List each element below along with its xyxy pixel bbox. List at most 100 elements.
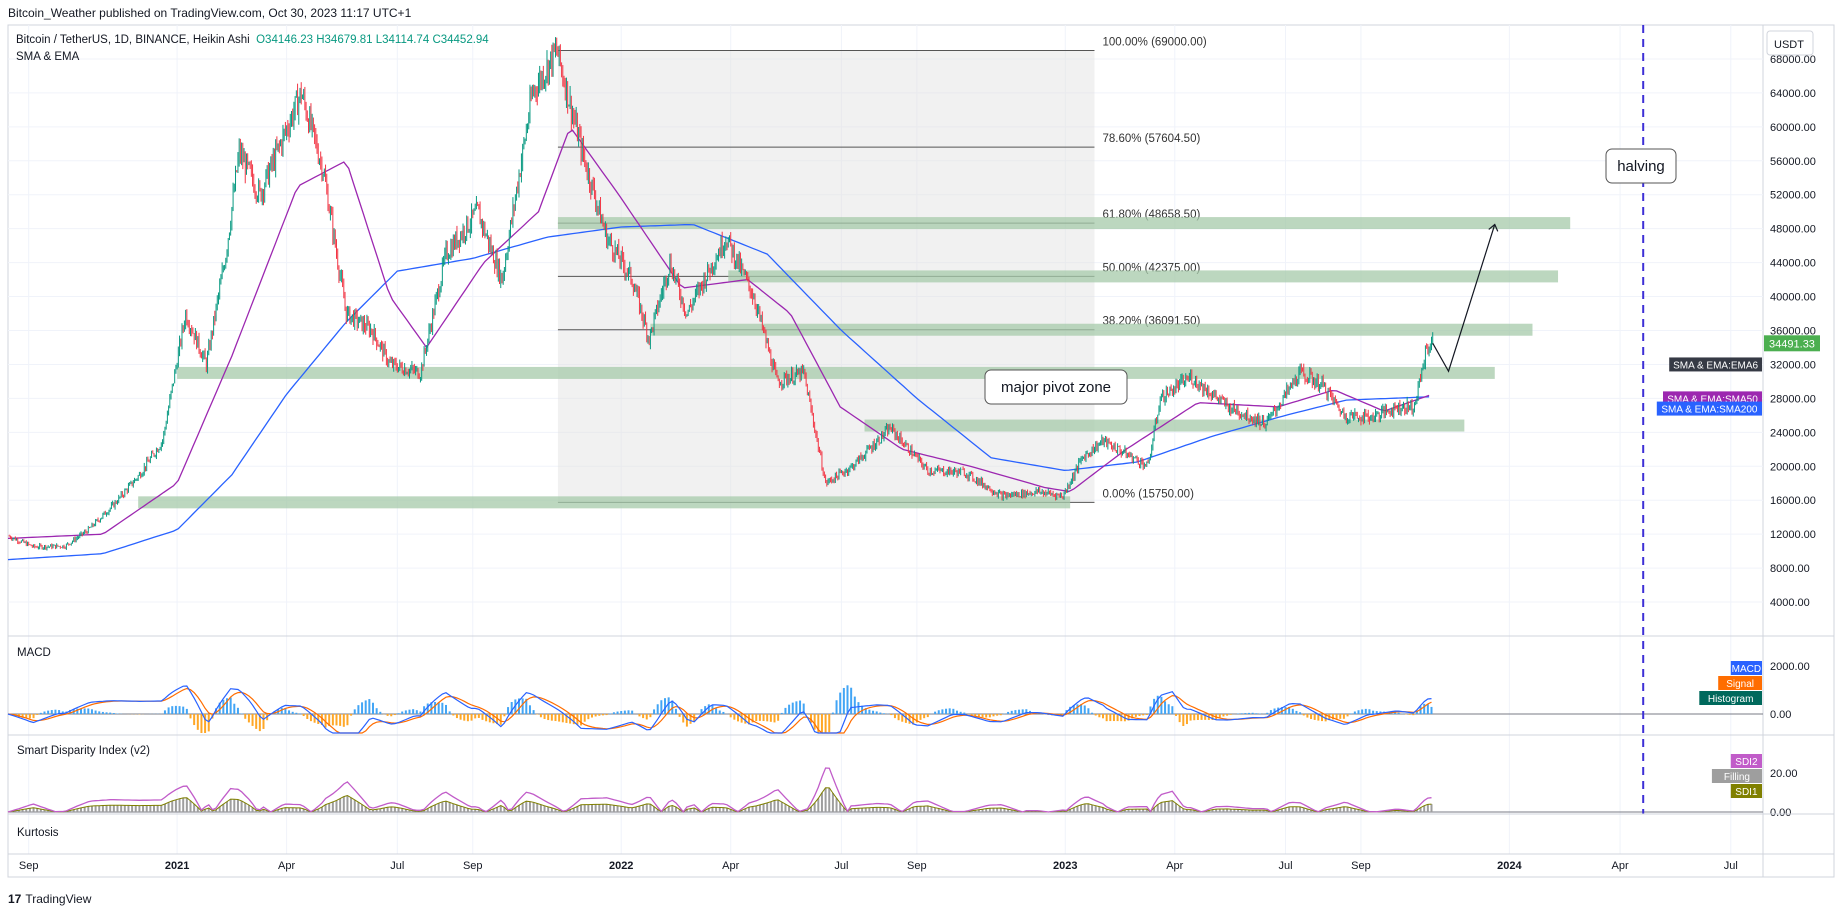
support-resistance-zones <box>138 217 1571 509</box>
time-tick: Apr <box>722 860 739 872</box>
panel-labels: Kurtosis <box>8 635 1834 855</box>
publisher-line: Bitcoin_Weather published on TradingView… <box>8 6 412 20</box>
sma200-line-group <box>7 223 1430 561</box>
close-value: C34452.94 <box>432 34 489 46</box>
footer-brand[interactable]: 17 TradingView <box>8 892 91 906</box>
sma200-line[interactable] <box>7 223 1430 561</box>
sr-zone[interactable] <box>864 419 1465 432</box>
high-value: H34679.81 <box>316 34 373 46</box>
sdi-legend-tag[interactable] <box>1711 769 1762 783</box>
price-tick: 12000.00 <box>1770 529 1816 541</box>
fib-level-label: 100.00% (69000.00) <box>1102 36 1206 48</box>
projection-arrow <box>1432 223 1499 373</box>
macd-title: MACD <box>17 647 51 659</box>
price-axis: USDT 68000.00 64000.00 60000.00 56000.00 5200… <box>1656 30 1820 609</box>
macd-legend-tag[interactable] <box>1730 661 1762 675</box>
footer-brand-text: TradingView <box>25 892 92 906</box>
sdi-legend-tag[interactable] <box>1730 754 1762 768</box>
macd-legend-tag[interactable] <box>1699 691 1762 705</box>
time-tick: Sep <box>907 860 927 872</box>
sr-zone[interactable] <box>728 270 1559 283</box>
macd-panel: MACD 2000.00 0.00 MACD Signal Histogram <box>7 647 1810 734</box>
sdi-legend-tag[interactable] <box>1730 784 1762 798</box>
price-tick: 36000.00 <box>1770 326 1816 338</box>
series-tag[interactable] <box>1669 357 1762 372</box>
pivot-zone-label-box[interactable] <box>984 369 1128 405</box>
sdi-tick: 20.00 <box>1770 768 1798 780</box>
price-tick: 48000.00 <box>1770 224 1816 236</box>
macd-tick: 0.00 <box>1770 709 1791 721</box>
time-tick: Apr <box>1612 860 1629 872</box>
price-tick: 60000.00 <box>1770 122 1816 134</box>
sr-zone[interactable] <box>177 366 1495 379</box>
indicator-legend[interactable]: SMA & EMA <box>16 51 80 63</box>
time-tick: Jul <box>390 860 404 872</box>
macd-legend-text: Histogram <box>1708 694 1754 705</box>
sr-zone[interactable] <box>650 323 1533 336</box>
last-price-tag[interactable] <box>1764 335 1820 352</box>
time-tick: 2022 <box>609 860 633 872</box>
series-tag[interactable] <box>1656 401 1762 416</box>
projection-path[interactable] <box>1432 224 1496 373</box>
sdi2-line[interactable] <box>7 767 1432 813</box>
sma50-line-group <box>7 129 1430 540</box>
macd-legend-text: MACD <box>1732 664 1761 675</box>
time-tick: 2024 <box>1497 860 1522 872</box>
macd-signal-line[interactable] <box>7 687 1432 734</box>
time-tick: Sep <box>463 860 483 872</box>
price-tick: 68000.00 <box>1770 54 1816 66</box>
price-tick: 32000.00 <box>1770 359 1816 371</box>
time-tick: Jul <box>834 860 848 872</box>
price-tick: 64000.00 <box>1770 88 1816 100</box>
pivot-zone-label: major pivot zone <box>1001 379 1111 396</box>
sdi-legend-text: SDI1 <box>1735 787 1758 798</box>
price-tick: 20000.00 <box>1770 461 1816 473</box>
sr-zone[interactable] <box>557 217 1571 230</box>
sdi-tick: 0.00 <box>1770 807 1791 819</box>
symbol-name[interactable]: Bitcoin / TetherUS, 1D, BINANCE, Heikin … <box>16 34 250 46</box>
tradingview-logo-icon: 17 <box>8 892 22 906</box>
sdi1-line[interactable] <box>7 787 1432 813</box>
price-tick: 24000.00 <box>1770 427 1816 439</box>
low-value: L34114.74 <box>375 34 430 46</box>
time-tick: Jul <box>1278 860 1292 872</box>
price-tick: 40000.00 <box>1770 292 1816 304</box>
macd-line[interactable] <box>7 685 1432 734</box>
series-tag-text: SMA & EMA:SMA50 <box>1667 394 1758 405</box>
sr-zone[interactable] <box>138 496 1071 509</box>
price-tick: 4000.00 <box>1770 597 1810 609</box>
time-tick: Sep <box>19 860 39 872</box>
price-tick: 8000.00 <box>1770 563 1810 575</box>
projection-arrowhead <box>1488 223 1499 232</box>
halving-label-box[interactable] <box>1605 148 1677 184</box>
time-tick: Sep <box>1351 860 1371 872</box>
currency-button[interactable] <box>1766 30 1814 56</box>
macd-legend-tag[interactable] <box>1718 676 1762 690</box>
price-tick: 52000.00 <box>1770 190 1816 202</box>
time-tick: Apr <box>278 860 295 872</box>
time-tick: Apr <box>1166 860 1183 872</box>
time-tick: 2023 <box>1053 860 1077 872</box>
annotations: major pivot zone halving <box>984 148 1677 405</box>
open-value: O34146.23 <box>256 34 314 46</box>
series-tag-text: SMA & EMA:EMA6 <box>1673 360 1758 371</box>
macd-legend-text: Signal <box>1726 679 1754 690</box>
price-tick: 56000.00 <box>1770 156 1816 168</box>
time-tick: 2021 <box>165 860 189 872</box>
time-tick: Jul <box>1724 860 1738 872</box>
price-tick: 44000.00 <box>1770 258 1816 270</box>
sdi-title: Smart Disparity Index (v2) <box>17 745 150 757</box>
fib-level-label: 78.60% (57604.50) <box>1102 133 1200 145</box>
price-series-group <box>8 37 1434 551</box>
macd-tick: 2000.00 <box>1770 661 1810 673</box>
sma50-line[interactable] <box>7 129 1430 540</box>
chart-frame <box>7 24 1835 878</box>
sdi-panel: Smart Disparity Index (v2) 20.00 0.00 SDI2 F… <box>7 745 1798 819</box>
fib-level-label: 0.00% (15750.00) <box>1102 488 1194 500</box>
symbol-legend[interactable]: Bitcoin / TetherUS, 1D, BINANCE, Heikin … <box>16 34 489 46</box>
last-price-text: 34491.33 <box>1769 338 1815 350</box>
price-tick: 16000.00 <box>1770 495 1816 507</box>
price-tick: 28000.00 <box>1770 393 1816 405</box>
series-tag-text: SMA & EMA:SMA200 <box>1661 405 1758 416</box>
